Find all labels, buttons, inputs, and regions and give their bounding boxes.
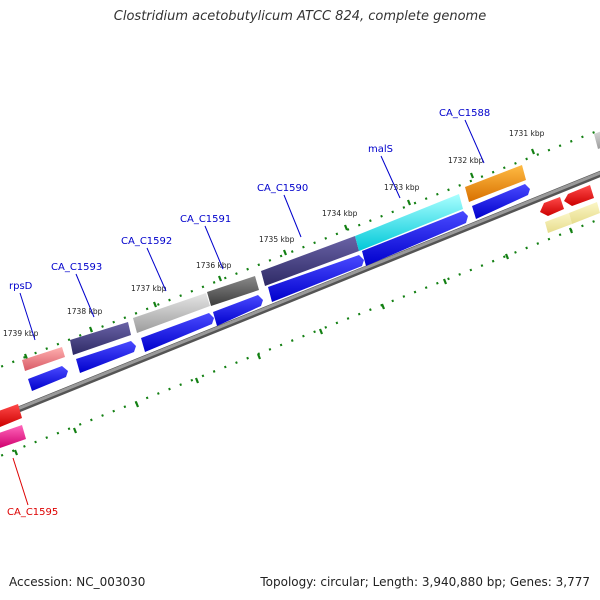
scale-labels: 1731 kbp 1732 kbp 1733 kbp 1734 kbp 1735… (3, 129, 545, 338)
gene-label-ca-c1588[interactable]: CA_C1588 (439, 108, 490, 119)
gene-callout-lines (19, 119, 485, 341)
cds-arrow-ca-c1590[interactable] (268, 255, 364, 302)
genome-backbone (0, 170, 600, 421)
scale-label-1736: 1736 kbp (196, 261, 232, 270)
cds-arrow-ca-c1588[interactable] (472, 184, 530, 219)
scale-label-1735: 1735 kbp (259, 235, 295, 244)
gene-label-ca-c1592[interactable]: CA_C1592 (121, 236, 172, 247)
reverse-gene-track (0, 185, 600, 448)
gene-label-rpsd[interactable]: rpsD (9, 281, 33, 292)
cds-arrow-ca-c1592[interactable] (141, 313, 214, 352)
gene-block-ca-c1592[interactable] (133, 293, 210, 333)
callout-line-ca-c1595 (12, 457, 29, 506)
gene-block-ca-c1590[interactable] (261, 236, 359, 286)
cds-arrow-ca-c1591[interactable] (213, 295, 263, 326)
cds-arrow-mals[interactable] (362, 211, 468, 266)
gene-block-ca-c1591[interactable] (207, 276, 259, 306)
gene-block-mals[interactable] (355, 194, 463, 251)
cds-arrow-rpsD[interactable] (28, 366, 68, 391)
gene-block-ca-c1588[interactable] (465, 165, 526, 202)
gene-block-edge-gray[interactable] (594, 127, 600, 149)
cds-arrow-ca-c1593[interactable] (76, 341, 136, 373)
gene-labels: CA_C1588 malS CA_C1590 CA_C1591 CA_C1592… (7, 108, 490, 518)
gene-label-ca-c1593[interactable]: CA_C1593 (51, 262, 102, 273)
gene-block-ca-c1593[interactable] (70, 322, 131, 355)
accession-text: Accession: NC_003030 (9, 575, 146, 589)
scale-label-1738: 1738 kbp (67, 307, 103, 316)
scale-label-1739: 1739 kbp (3, 329, 39, 338)
reverse-red-arrow-2[interactable] (564, 185, 594, 206)
gene-label-ca-c1590[interactable]: CA_C1590 (257, 183, 308, 194)
scale-label-1731: 1731 kbp (509, 129, 545, 138)
reverse-yellow-block-1[interactable] (545, 213, 572, 233)
scale-label-1737: 1737 kbp (131, 284, 167, 293)
lower-major-ticks (13, 227, 574, 456)
gene-block-rpsD[interactable] (22, 347, 65, 371)
map-title: Clostridium acetobutylicum ATCC 824, com… (113, 9, 487, 24)
genome-summary-text: Topology: circular; Length: 3,940,880 bp… (260, 575, 590, 589)
scale-label-1734: 1734 kbp (322, 209, 358, 218)
gene-label-ca-c1595[interactable]: CA_C1595 (7, 507, 58, 518)
upper-gene-track (22, 127, 600, 371)
reverse-yellow-block-2[interactable] (569, 202, 600, 224)
major-ticks (23, 148, 536, 360)
reverse-red-arrow-1[interactable] (540, 197, 564, 216)
cds-forward-track (28, 184, 530, 391)
gene-block-ca-c1595[interactable] (0, 425, 26, 448)
gene-label-ca-c1591[interactable]: CA_C1591 (180, 214, 231, 225)
scale-label-1732: 1732 kbp (448, 156, 484, 165)
reverse-red-block-left[interactable] (0, 404, 22, 427)
scale-label-1733: 1733 kbp (384, 183, 420, 192)
gene-label-mals[interactable]: malS (368, 144, 393, 155)
